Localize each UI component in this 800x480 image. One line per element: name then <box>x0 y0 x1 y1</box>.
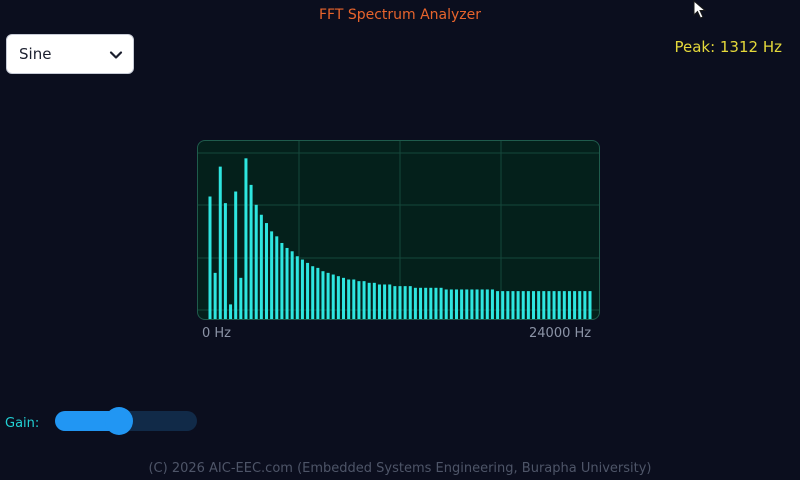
spectrum-bar <box>578 291 582 319</box>
spectrum-bar <box>454 289 458 319</box>
spectrum-bar <box>490 289 494 319</box>
chevron-down-icon <box>109 51 123 59</box>
spectrum-bar <box>280 242 284 319</box>
spectrum-bar <box>347 279 351 319</box>
spectrum-bar <box>552 291 556 319</box>
spectrum-bar <box>419 287 423 319</box>
spectrum-bar <box>321 271 325 319</box>
spectrum-bar <box>526 291 530 319</box>
spectrum-bar <box>398 286 402 319</box>
spectrum-bar <box>501 291 505 319</box>
spectrum-bar <box>362 281 366 319</box>
spectrum-bar <box>537 291 541 319</box>
spectrum-bar <box>511 291 515 319</box>
spectrum-bar <box>383 284 387 319</box>
x-axis-max-label: 24000 Hz <box>529 326 592 341</box>
spectrum-bar <box>547 291 551 319</box>
spectrum-bar <box>393 286 397 319</box>
spectrum-bar <box>496 291 500 319</box>
spectrum-bar <box>306 262 310 319</box>
spectrum-bar <box>270 231 274 319</box>
spectrum-bar <box>439 287 443 319</box>
spectrum-bar <box>480 289 484 319</box>
spectrum-bar <box>583 291 587 319</box>
spectrum-bar <box>218 166 222 319</box>
spectrum-bar <box>285 247 289 319</box>
spectrum-bar <box>444 289 448 319</box>
spectrum-bar <box>573 291 577 319</box>
spectrum-bar <box>424 287 428 319</box>
spectrum-bar <box>336 276 340 319</box>
spectrum-bar <box>562 291 566 319</box>
spectrum-bar <box>372 282 376 319</box>
spectrum-bar <box>470 289 474 319</box>
spectrum-bar <box>475 289 479 319</box>
spectrum-bar <box>377 284 381 319</box>
spectrum-bar <box>542 291 546 319</box>
spectrum-bar <box>239 277 243 319</box>
spectrum-bar <box>342 277 346 319</box>
spectrum-chart <box>197 140 600 320</box>
spectrum-bar <box>316 267 320 319</box>
spectrum-bar <box>254 204 258 319</box>
spectrum-bar <box>244 158 248 319</box>
spectrum-bar <box>403 286 407 319</box>
spectrum-bar <box>300 259 304 319</box>
spectrum-bar <box>388 284 392 319</box>
spectrum-bar <box>295 256 299 319</box>
spectrum-bar <box>275 236 279 319</box>
spectrum-bar <box>352 279 356 319</box>
spectrum-bar <box>229 304 233 319</box>
spectrum-bar <box>331 274 335 319</box>
peak-frequency-readout: Peak: 1312 Hz <box>674 38 782 56</box>
gain-label: Gain: <box>5 416 40 431</box>
spectrum-bar <box>264 223 268 319</box>
spectrum-bar <box>367 282 371 319</box>
spectrum-bar <box>408 286 412 319</box>
spectrum-bar <box>413 287 417 319</box>
spectrum-plot <box>198 141 599 319</box>
spectrum-bar <box>434 287 438 319</box>
spectrum-bar <box>311 266 315 319</box>
spectrum-bar <box>208 196 212 319</box>
gain-slider-knob[interactable] <box>104 407 133 435</box>
spectrum-bar <box>567 291 571 319</box>
spectrum-bar <box>357 281 361 319</box>
spectrum-bar <box>449 289 453 319</box>
spectrum-bar <box>516 291 520 319</box>
spectrum-bar <box>290 251 294 319</box>
waveform-dropdown[interactable]: Sine <box>6 34 134 74</box>
spectrum-bar <box>588 291 592 319</box>
spectrum-bar <box>506 291 510 319</box>
app-title: FFT Spectrum Analyzer <box>318 7 482 23</box>
footer-copyright: (C) 2026 AIC-EEC.com (Embedded Systems E… <box>148 461 652 476</box>
mouse-cursor-icon <box>693 0 707 19</box>
spectrum-bar <box>521 291 525 319</box>
spectrum-bar <box>485 289 489 319</box>
gain-slider[interactable] <box>55 407 197 435</box>
spectrum-bar <box>249 184 253 319</box>
spectrum-bar <box>465 289 469 319</box>
spectrum-bar <box>234 191 238 319</box>
spectrum-bar <box>326 272 330 319</box>
spectrum-bar <box>259 214 263 319</box>
spectrum-bar <box>557 291 561 319</box>
spectrum-bar <box>223 203 227 319</box>
spectrum-bar <box>532 291 536 319</box>
spectrum-bar <box>213 272 217 319</box>
spectrum-bar <box>460 289 464 319</box>
x-axis-min-label: 0 Hz <box>202 326 232 341</box>
spectrum-bar <box>429 287 433 319</box>
waveform-selected-value: Sine <box>19 45 52 63</box>
